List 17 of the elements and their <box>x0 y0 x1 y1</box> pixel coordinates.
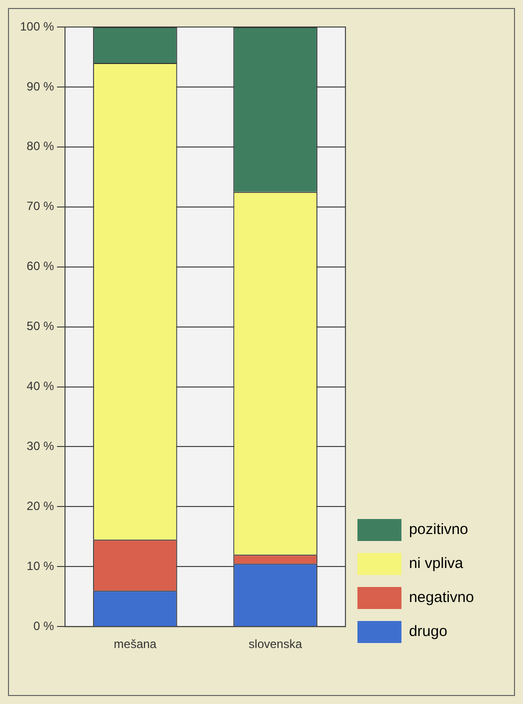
x-tick-label: slovenska <box>248 637 302 652</box>
y-tick-label: 50 % <box>26 319 54 334</box>
legend-label: negativno <box>408 589 474 606</box>
legend-label: drugo <box>408 623 448 640</box>
x-tick-label: mešana <box>114 637 157 652</box>
legend-label: pozitivno <box>408 521 468 538</box>
y-tick-label: 10 % <box>26 558 54 573</box>
legend-label: ni vpliva <box>408 555 464 572</box>
y-tick-label: 100 % <box>20 19 54 34</box>
y-tick-label: 60 % <box>26 259 54 274</box>
y-tick-label: 30 % <box>26 439 54 454</box>
y-tick-label: 70 % <box>26 199 54 214</box>
y-tick-label: 80 % <box>26 139 54 154</box>
y-tick-label: 40 % <box>26 379 54 394</box>
y-tick-label: 0 % <box>33 618 54 633</box>
y-tick-label: 20 % <box>26 498 54 513</box>
y-tick-label: 90 % <box>26 79 54 94</box>
